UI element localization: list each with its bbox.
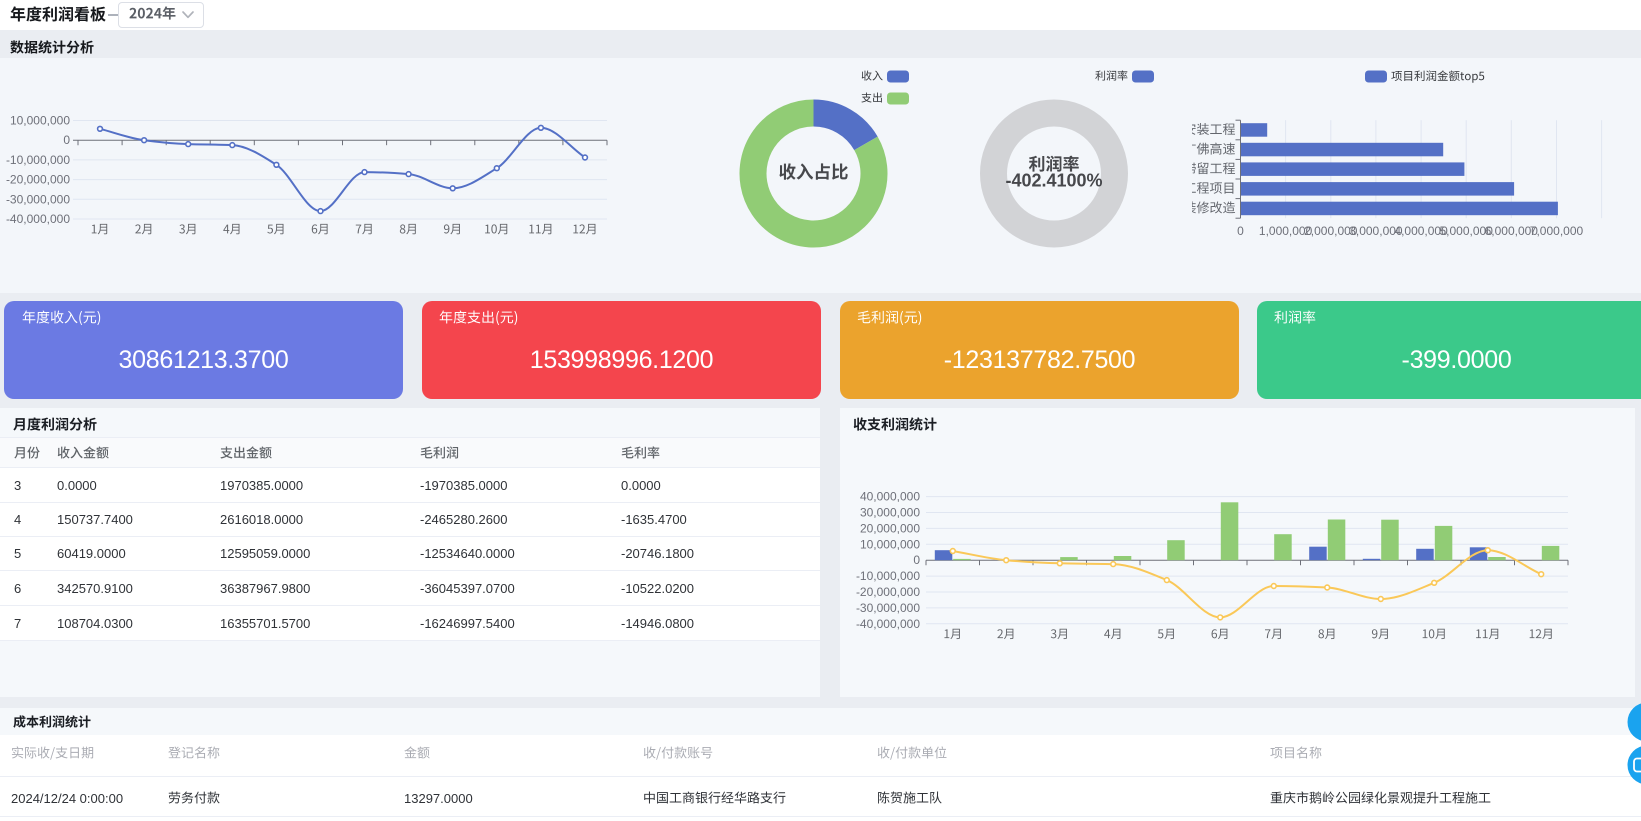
svg-text:-20,000,000: -20,000,000	[856, 585, 920, 599]
svg-text:4,000,000: 4,000,000	[1394, 224, 1448, 238]
svg-text:30,000,000: 30,000,000	[860, 506, 920, 520]
svg-text:-40,000,000: -40,000,000	[6, 212, 70, 226]
svg-text:40,000,000: 40,000,000	[860, 490, 920, 504]
svg-text:2,000,000: 2,000,000	[1304, 224, 1358, 238]
svg-text:0: 0	[1237, 224, 1244, 238]
svg-text:0: 0	[913, 553, 920, 567]
svg-text:-20,000,000: -20,000,000	[6, 173, 70, 187]
svg-text:5,000,000: 5,000,000	[1440, 224, 1494, 238]
svg-text:0: 0	[63, 133, 70, 147]
svg-text:3,000,000: 3,000,000	[1349, 224, 1403, 238]
svg-text:1,000,000: 1,000,000	[1259, 224, 1313, 238]
svg-text:-40,000,000: -40,000,000	[856, 617, 920, 631]
svg-text:-10,000,000: -10,000,000	[856, 569, 920, 583]
svg-text:-402.4100%: -402.4100%	[1005, 171, 1102, 191]
svg-text:-30,000,000: -30,000,000	[856, 601, 920, 615]
svg-text:10,000,000: 10,000,000	[860, 537, 920, 551]
svg-text:7,000,000: 7,000,000	[1530, 224, 1584, 238]
svg-text:-10,000,000: -10,000,000	[6, 153, 70, 167]
svg-text:6,000,000: 6,000,000	[1485, 224, 1539, 238]
svg-text:-30,000,000: -30,000,000	[6, 192, 70, 206]
svg-text:20,000,000: 20,000,000	[860, 521, 920, 535]
svg-text:10,000,000: 10,000,000	[10, 114, 70, 128]
